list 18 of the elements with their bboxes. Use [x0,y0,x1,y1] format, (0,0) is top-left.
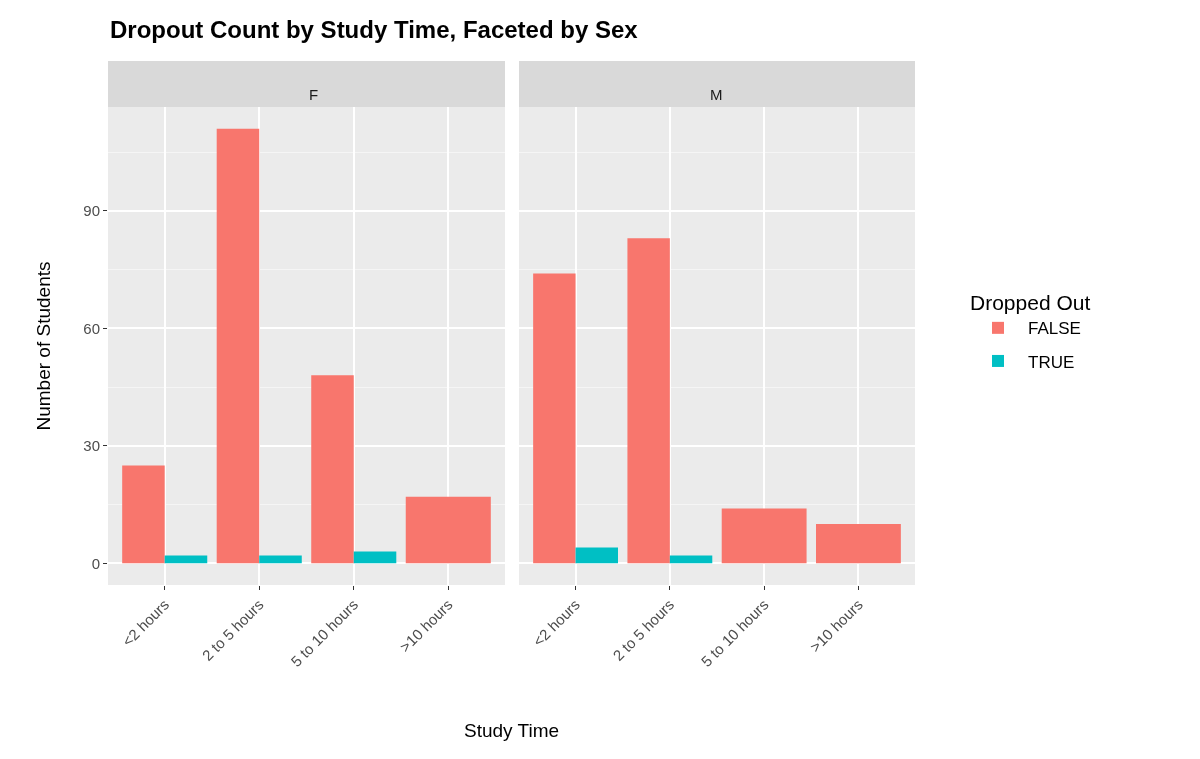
legend-title: Dropped Out [970,291,1091,315]
bar [259,555,302,564]
y-tick-label: 90 [83,202,100,220]
legend-label: TRUE [1028,352,1075,372]
bar [164,555,208,564]
text: Dropout Count by Study Time, Faceted by Sex [110,16,639,43]
legend-label: FALSE [1028,319,1081,339]
bar [122,465,165,564]
x-axis-title: Study Time [464,720,560,741]
y-tick-label: 0 [91,554,100,572]
bar [216,128,260,564]
y-axis-title: Number of Students [32,261,54,431]
bar [311,375,354,564]
chart-title: F [309,86,319,103]
y-tick-label: 60 [83,319,100,337]
y-tick-label: 30 [83,437,100,455]
chart-title: M [710,86,723,103]
bar [353,551,397,564]
